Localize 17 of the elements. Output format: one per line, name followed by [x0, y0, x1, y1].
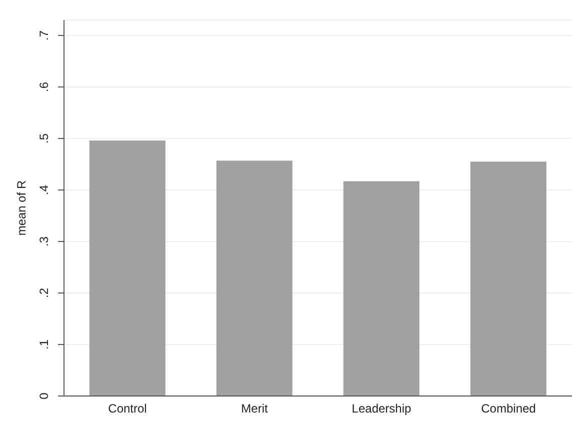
bar: [216, 160, 292, 396]
bar: [343, 181, 420, 396]
y-axis-title: mean of R: [14, 180, 28, 236]
y-tick-label: .1: [37, 339, 51, 350]
y-tick-label: .2: [37, 288, 51, 298]
y-tick-label: .7: [37, 30, 51, 40]
y-tick-label: .6: [37, 82, 51, 92]
y-tick-label: 0: [37, 392, 51, 400]
y-tick-label: .5: [37, 133, 51, 144]
y-tick-label: .4: [37, 184, 51, 195]
x-tick-label: Combined: [481, 402, 536, 416]
bar: [89, 140, 166, 396]
x-tick-label: Merit: [241, 402, 268, 416]
x-tick-label: Control: [108, 402, 147, 416]
bar: [470, 162, 546, 396]
x-tick-label: Leadership: [352, 402, 412, 416]
y-tick-label: .3: [37, 236, 51, 246]
